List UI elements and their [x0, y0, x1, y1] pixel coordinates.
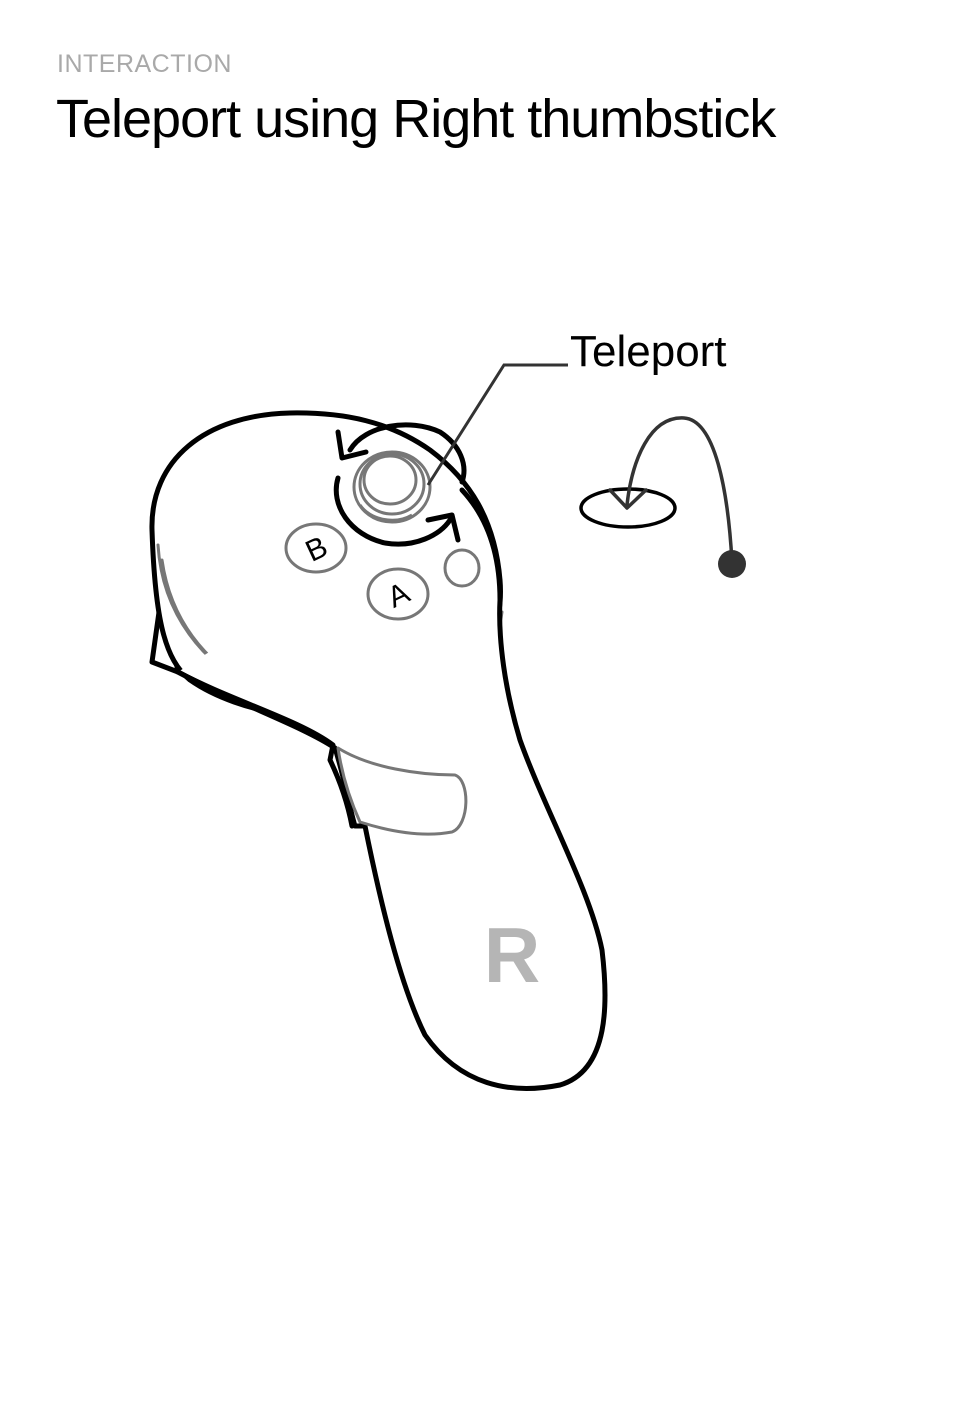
teleport-callout-label: Teleport	[570, 327, 727, 376]
page-title: Teleport using Right thumbstick	[56, 89, 776, 149]
section-eyebrow: INTERACTION	[57, 50, 232, 78]
handle-left-edge	[175, 669, 355, 829]
a-button: A	[366, 567, 430, 621]
trigger-button	[336, 746, 468, 836]
b-button: B	[284, 522, 348, 574]
thumbstick	[352, 450, 432, 524]
teleport-origin-dot	[718, 550, 746, 578]
hand-label: R	[484, 911, 540, 999]
teleport-arc-icon	[579, 416, 746, 578]
teleport-arc-arrowhead	[608, 488, 648, 510]
rotate-arrows-icon	[333, 422, 467, 547]
teleport-arc-path	[625, 416, 734, 564]
callout-leader-line	[426, 363, 568, 486]
menu-button	[443, 548, 481, 588]
